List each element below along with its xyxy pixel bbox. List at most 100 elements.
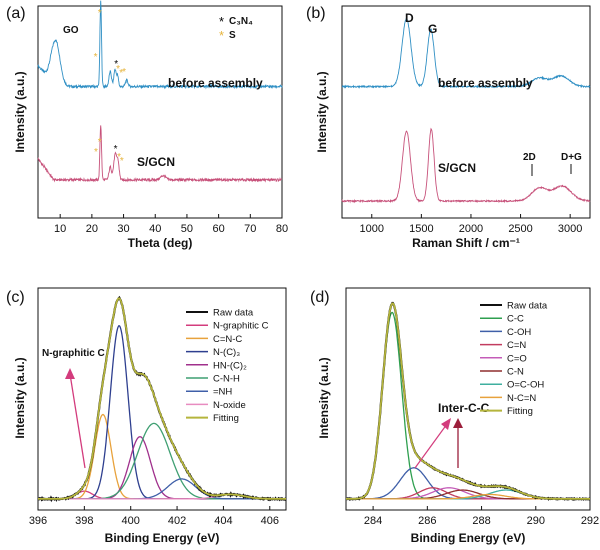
panel-c-xlabel: Binding Energy (eV) [105,531,220,545]
panel-b-series [341,17,591,204]
panel-d-series [345,301,591,501]
panel-d-arrowhead-diag [441,418,451,430]
panel-a-legend-s: S [229,30,236,41]
panel-d: (d) 284 286 288 290 292 Binding Energy (eV) … [310,287,599,545]
xtick-label: 286 [418,515,436,527]
xtick-label: 400 [122,515,140,527]
legend-entry: =NH [213,387,232,398]
panel-d-xticks: 284 286 288 290 292 [364,506,599,527]
panel-c-frame [37,287,287,511]
peak-star-marker: * [98,137,102,148]
xtick-label: 396 [29,515,47,527]
legend-entry: N-graphitic C [213,321,269,332]
series-line-before-assembly [37,0,283,90]
panel-c: (c) 396 398 400 402 404 406 Binding Energy (e… [6,287,287,545]
series-line-s-gcn [37,125,283,183]
panel-d-legend: Raw data C-C C-OH C=N C=O C-N O=C-OH N-C=N Fitti… [480,301,548,417]
xtick-label: 3000 [558,223,582,235]
panel-b: (b) 1000 1500 2000 2500 3000 Raman Shift / c… [306,5,591,250]
xtick-label: 40 [149,223,161,235]
peak-star-marker: * [119,68,123,79]
panel-a-ylabel: Intensity (a.u.) [13,71,27,152]
panel-b-label: (b) [306,5,326,22]
panel-b-xticks: 1000 1500 2000 2500 3000 [360,214,582,235]
legend-entry: C-OH [507,327,531,338]
peak-star-marker: * [94,147,98,158]
series-line-before-assembly [341,17,591,89]
panel-c-series [37,295,287,503]
xtick-label: 80 [276,223,288,235]
legend-entry: C=N-C [213,334,242,345]
peak-star-marker: * [94,52,98,63]
xtick-label: 288 [472,515,490,527]
panel-c-arrow [69,373,86,469]
component-c-n-h [38,422,286,500]
panel-d-arrow-diag [414,423,448,469]
panel-a-go-label: GO [63,25,79,36]
legend-entry: Raw data [213,308,254,319]
panel-a-xlabel: Theta (deg) [128,236,193,250]
panel-b-d-label: D [405,11,414,25]
peak-star-marker: * [116,64,120,75]
legend-entry: C-C [507,314,524,325]
panel-d-label: (d) [310,289,330,306]
panel-b-g-label: G [428,22,437,36]
xtick-label: 20 [86,223,98,235]
panel-b-xlabel: Raman Shift / cm⁻¹ [412,236,520,250]
panel-a-legend-c3n4-marker: * [219,14,224,29]
panel-c-xticks: 396 398 400 402 404 406 [29,506,279,527]
legend-entry: N-(C)₃ [213,347,240,358]
panel-a-legend-s-marker: * [219,28,224,43]
panel-b-frame [341,5,591,219]
panel-b-before-label: before assembly [438,76,533,90]
panel-a-series [37,0,283,183]
legend-entry: Fitting [213,413,239,424]
panel-c-arrowhead [65,368,75,379]
xtick-label: 70 [244,223,256,235]
xtick-label: 50 [181,223,193,235]
panel-a: (a) 10 20 30 40 50 60 70 80 Theta (deg) Intensi… [6,0,288,250]
xtick-label: 1500 [409,223,433,235]
xtick-label: 290 [527,515,545,527]
panel-a-legend-c3n4: C₃N₄ [229,16,253,27]
legend-entry: C-N-H [213,374,240,385]
component-hn-c- [38,436,286,500]
panel-a-xticks: 10 20 30 40 50 60 70 80 [54,214,288,235]
xtick-label: 1000 [360,223,384,235]
legend-entry: N-C=N [507,393,536,404]
peak-star-marker: * [98,8,102,19]
panel-a-peak-markers: **** **** *** [94,8,127,167]
panel-a-frame [37,5,283,219]
panel-b-2d-label: 2D [523,152,536,163]
fitting-line [346,302,590,500]
panel-a-label: (a) [6,5,26,22]
xtick-label: 30 [117,223,129,235]
xtick-label: 406 [261,515,279,527]
xtick-label: 398 [75,515,93,527]
peak-star-marker: * [117,152,121,163]
panel-d-frame [345,287,591,511]
panel-a-sgcn-label: S/GCN [137,155,175,169]
peak-star-marker: * [122,67,126,78]
legend-entry: Fitting [507,406,533,417]
fitting-line [38,297,286,500]
xtick-label: 60 [212,223,224,235]
peak-star-marker: * [114,144,118,155]
panel-c-label: (c) [6,289,25,306]
legend-entry: C=O [507,353,527,364]
peak-star-marker: * [120,156,124,167]
legend-entry: N-oxide [213,400,246,411]
panel-b-sgcn-label: S/GCN [438,161,476,175]
panel-a-before-label: before assembly [168,76,263,90]
xtick-label: 2500 [508,223,532,235]
panel-c-ngraphitic-label: N-graphitic C [42,348,105,359]
legend-entry: Raw data [507,301,548,312]
panel-d-xlabel: Binding Energy (eV) [411,531,526,545]
panel-b-dg-label: D+G [561,152,582,163]
xtick-label: 284 [364,515,382,527]
xtick-label: 2000 [459,223,483,235]
peak-star-marker: * [114,59,118,70]
legend-entry: O=C-OH [507,380,544,391]
component-c-n-c [38,413,286,500]
